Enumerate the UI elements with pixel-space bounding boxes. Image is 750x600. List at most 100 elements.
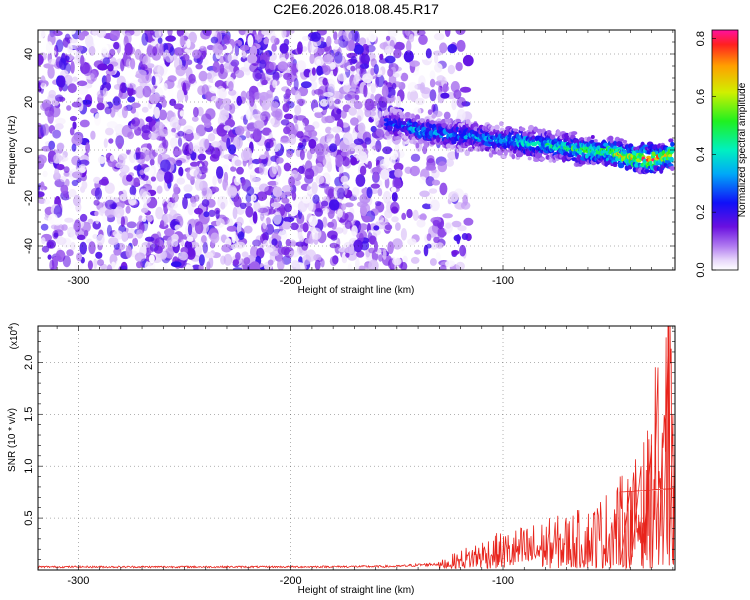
noise-blob — [161, 136, 167, 148]
x-tick-label: -200 — [280, 275, 302, 287]
noise-blob — [402, 255, 408, 264]
noise-blob — [198, 254, 205, 266]
noise-blob — [451, 220, 462, 228]
noise-blob — [87, 260, 93, 270]
noise-blob — [198, 70, 208, 82]
noise-blob — [462, 54, 474, 67]
noise-blob — [245, 90, 253, 100]
noise-blob — [96, 234, 105, 246]
noise-blob — [257, 207, 269, 213]
noise-blob — [60, 175, 67, 183]
noise-blob — [201, 84, 209, 96]
noise-blob — [63, 166, 70, 174]
noise-blob — [112, 230, 123, 238]
noise-blob — [126, 232, 134, 239]
noise-blob — [75, 49, 82, 62]
noise-blob — [374, 240, 378, 253]
noise-blob — [345, 252, 350, 258]
noise-blob — [313, 88, 324, 95]
noise-blob — [426, 233, 432, 241]
noise-blob — [149, 158, 155, 166]
noise-blob — [354, 30, 360, 44]
noise-blob — [90, 130, 96, 140]
noise-blob — [285, 238, 292, 247]
noise-blob — [353, 44, 364, 55]
noise-blob — [62, 255, 71, 268]
noise-blob — [222, 98, 232, 105]
noise-blob — [111, 261, 116, 269]
noise-blob — [90, 70, 98, 82]
noise-blob — [113, 206, 125, 219]
noise-blob — [233, 195, 242, 208]
noise-blob — [406, 40, 412, 53]
noise-blob — [198, 146, 205, 155]
noise-blob — [392, 257, 402, 266]
noise-blob — [416, 219, 426, 228]
ridge-cell — [644, 169, 650, 173]
noise-blob — [106, 264, 113, 270]
noise-blob — [321, 207, 330, 214]
noise-blob — [229, 103, 236, 114]
noise-blob — [448, 191, 459, 203]
ridge-cell — [464, 149, 471, 156]
noise-blob — [210, 36, 219, 44]
noise-blob — [192, 132, 200, 140]
noise-blob — [255, 115, 266, 122]
noise-blob — [415, 97, 425, 105]
noise-blob — [350, 55, 357, 65]
noise-blob — [250, 194, 257, 202]
noise-blob — [41, 245, 50, 253]
noise-blob — [447, 64, 456, 75]
noise-blob — [234, 176, 241, 186]
noise-blob — [297, 231, 304, 241]
noise-blob — [137, 77, 147, 84]
noise-blob — [382, 249, 387, 260]
noise-blob — [320, 258, 325, 268]
noise-blob — [359, 165, 367, 176]
noise-blob — [216, 218, 225, 228]
noise-blob — [261, 30, 272, 36]
noise-blob — [71, 143, 77, 152]
noise-blob — [65, 55, 70, 61]
noise-blob — [160, 159, 171, 172]
noise-blob — [224, 66, 232, 73]
noise-blob — [143, 149, 151, 162]
noise-blob — [72, 194, 81, 207]
noise-blob — [41, 237, 46, 245]
noise-blob — [252, 239, 262, 247]
noise-blob — [43, 199, 51, 205]
noise-blob — [85, 34, 94, 48]
noise-blob — [391, 186, 397, 193]
noise-blob — [42, 123, 50, 136]
noise-blob — [274, 108, 283, 121]
noise-blob — [167, 30, 173, 37]
noise-blob — [78, 164, 87, 173]
noise-blob — [338, 93, 345, 99]
noise-blob — [159, 154, 171, 160]
noise-blob — [163, 83, 168, 91]
noise-blob — [178, 166, 184, 177]
ridge-cell — [528, 124, 535, 132]
noise-blob — [143, 166, 155, 176]
noise-blob — [151, 75, 156, 86]
noise-blob — [228, 144, 237, 155]
noise-blob — [192, 49, 201, 59]
noise-blob — [439, 265, 447, 270]
noise-blob — [169, 98, 177, 106]
noise-blob — [193, 106, 199, 118]
colorbar-tick-label: 0.4 — [695, 147, 707, 162]
noise-blob — [194, 194, 200, 202]
noise-blob — [255, 72, 262, 79]
noise-blob — [407, 82, 418, 92]
noise-blob — [166, 131, 177, 139]
noise-blob — [315, 175, 325, 185]
noise-blob — [75, 44, 83, 52]
noise-blob — [237, 231, 245, 241]
noise-blob — [48, 89, 56, 99]
noise-blob — [180, 239, 185, 247]
noise-blob — [319, 99, 328, 107]
noise-blob — [210, 232, 220, 244]
noise-blob — [92, 30, 98, 37]
noise-blob — [93, 60, 104, 68]
ridge-cell — [444, 118, 451, 123]
